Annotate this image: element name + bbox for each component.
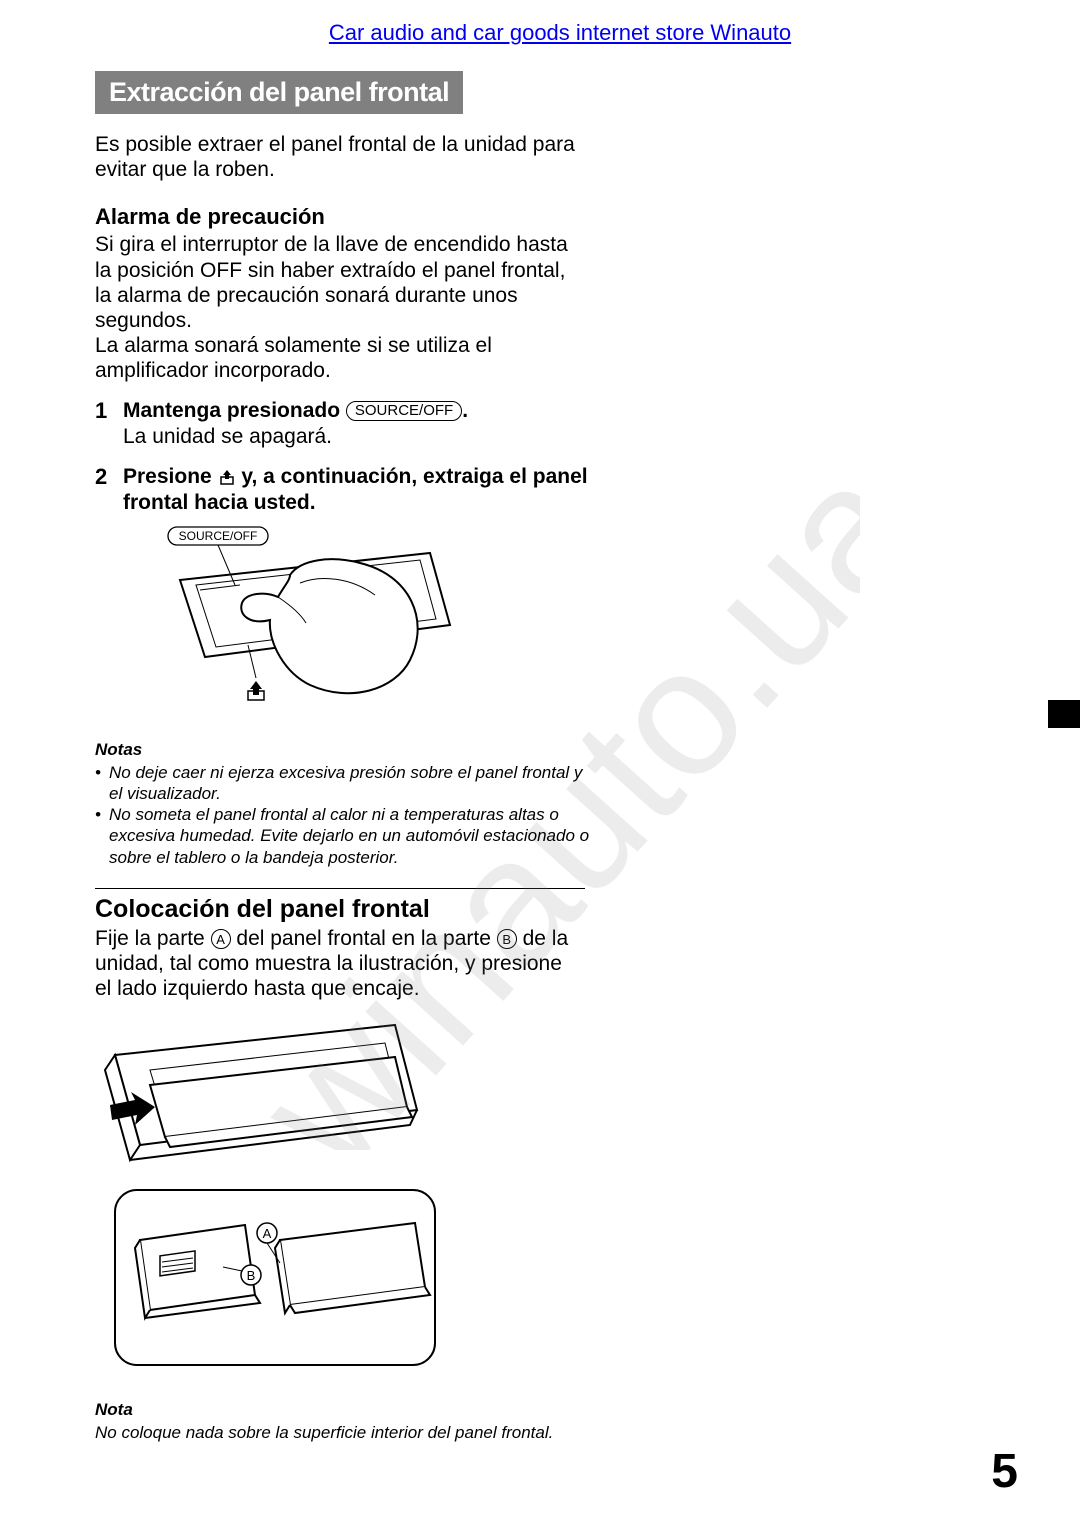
attach-heading: Colocación del panel frontal — [95, 895, 1025, 924]
alarm-p1: Si gira el interruptor de la llave de en… — [95, 232, 575, 333]
step-2-line: Presione y, a continuación, extraiga el … — [123, 465, 588, 514]
alarm-p2: La alarma sonará solamente si se utiliza… — [95, 333, 575, 383]
notes-heading: Notas — [95, 740, 1025, 760]
header-link[interactable]: Car audio and car goods internet store W… — [95, 20, 1025, 46]
fig2-label-b: B — [247, 1268, 256, 1283]
label-a: A — [211, 929, 231, 949]
manual-page: winauto.ua Car audio and car goods inter… — [0, 0, 1080, 1529]
step-bold-pre: Mantenga presionado — [123, 399, 346, 422]
attach-paragraph: Fije la parte A del panel frontal en la … — [95, 926, 575, 1002]
page-number: 5 — [991, 1444, 1018, 1499]
note2-heading: Nota — [95, 1400, 1025, 1420]
fig1-pill-text: SOURCE/OFF — [179, 529, 258, 543]
note-item: No deje caer ni ejerza excesiva presión … — [109, 762, 599, 805]
section-title: Extracción del panel frontal — [95, 71, 463, 114]
note-item: No someta el panel frontal al calor ni a… — [109, 804, 599, 868]
figure-remove-panel: SOURCE/OFF — [150, 525, 1025, 730]
fig2-label-a: A — [263, 1226, 272, 1241]
release-icon — [218, 468, 236, 486]
step-1: 1 Mantenga presionado SOURCE/OFF. La uni… — [95, 398, 595, 451]
side-tab — [1048, 700, 1080, 728]
step-body: Mantenga presionado SOURCE/OFF. La unida… — [123, 398, 468, 451]
step-rest: La unidad se apagará. — [123, 425, 332, 448]
step-2: 2 Presione y, a continuación, extraiga e… — [95, 464, 595, 517]
source-off-pill: SOURCE/OFF — [346, 401, 462, 421]
step-number: 2 — [95, 464, 123, 517]
label-b: B — [497, 929, 517, 949]
step-body: Presione y, a continuación, extraiga el … — [123, 464, 595, 517]
section-rule — [95, 888, 585, 889]
notes-list: No deje caer ni ejerza excesiva presión … — [95, 762, 599, 868]
step-number: 1 — [95, 398, 123, 451]
figure-attach-panel: A B — [95, 1015, 1025, 1390]
note2-text: No coloque nada sobre la superficie inte… — [95, 1422, 585, 1443]
alarm-heading: Alarma de precaución — [95, 204, 1025, 230]
intro-text: Es posible extraer el panel frontal de l… — [95, 132, 575, 182]
step-bold-post: . — [462, 399, 468, 422]
